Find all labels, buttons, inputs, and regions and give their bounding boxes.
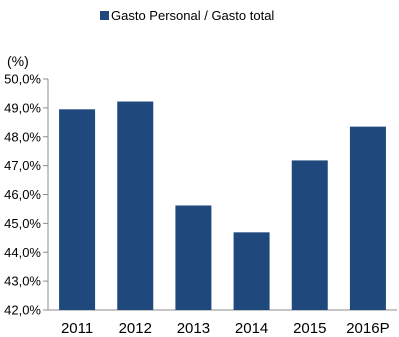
x-tick-label: 2014: [235, 320, 268, 337]
y-ticks: 42,0% 43,0% 44,0% 45,0% 46,0% 47,0% 48,0% 49,0%…: [4, 72, 48, 318]
x-tick-label: 2013: [177, 320, 210, 337]
bar-2012: [117, 101, 154, 311]
bars: [59, 101, 386, 311]
x-tick-label: 2012: [119, 320, 152, 337]
bar-2013: [175, 205, 212, 310]
x-tick-label: 2015: [293, 320, 326, 337]
x-tick-label: 2011: [61, 320, 93, 337]
bar-2015: [291, 160, 328, 310]
y-axis-unit-label: (%): [7, 53, 29, 69]
bar-2014: [233, 232, 270, 310]
legend-swatch: [100, 11, 109, 20]
y-tick-label: 50,0%: [4, 72, 41, 87]
y-tick-label: 49,0%: [4, 100, 41, 115]
y-tick-label: 42,0%: [4, 303, 41, 318]
legend-label: Gasto Personal / Gasto total: [111, 8, 274, 23]
y-tick-label: 47,0%: [4, 158, 41, 173]
x-labels: 2011 2012 2013 2014 2015 2016P: [61, 320, 390, 337]
y-tick-label: 44,0%: [4, 245, 41, 260]
y-tick-label: 48,0%: [4, 129, 41, 144]
y-tick-label: 45,0%: [4, 216, 41, 231]
y-tick-label: 46,0%: [4, 187, 41, 202]
bar-2016P: [349, 126, 386, 310]
y-tick-label: 43,0%: [4, 274, 41, 289]
bar-2011: [59, 109, 96, 310]
x-tick-label: 2016P: [346, 320, 389, 337]
